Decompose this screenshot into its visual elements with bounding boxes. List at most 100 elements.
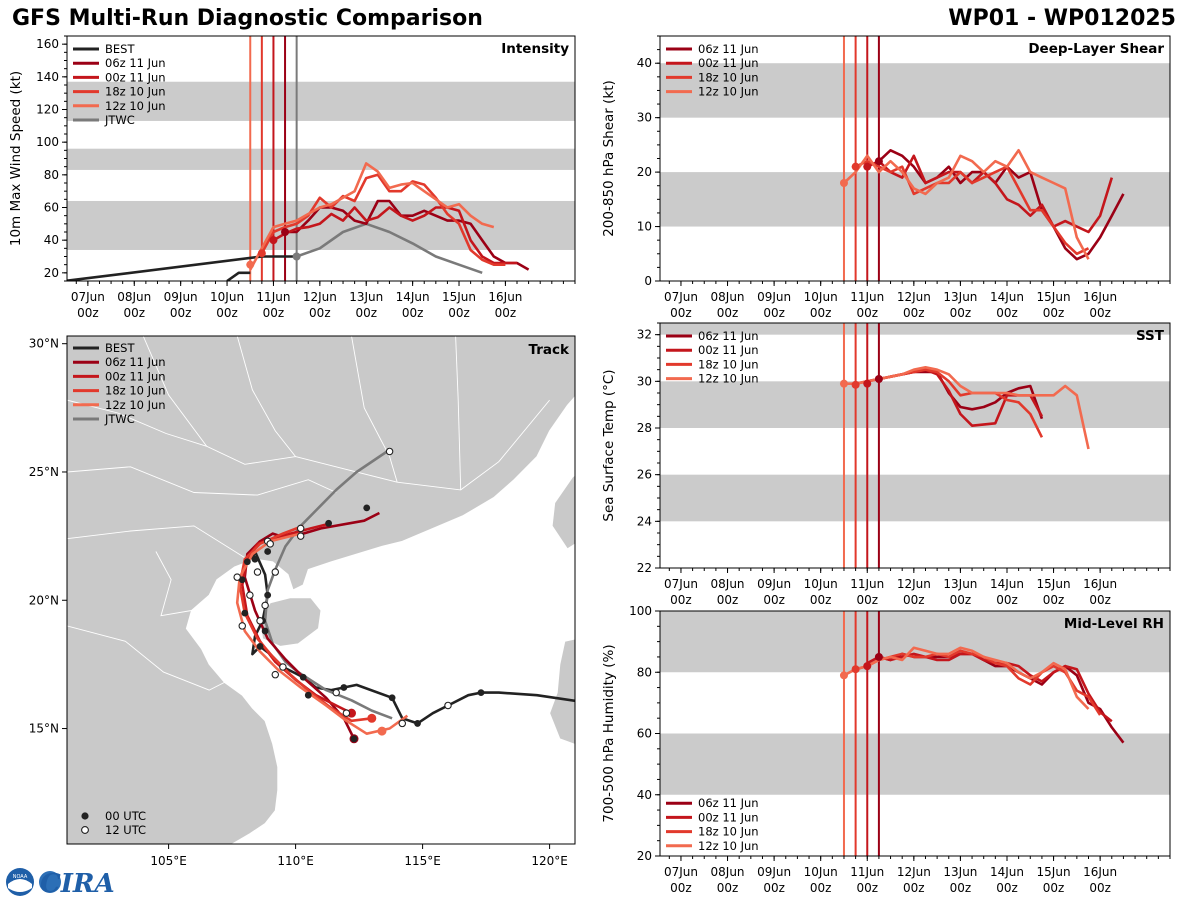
province-border (351, 336, 398, 483)
province-border (67, 399, 207, 447)
sst-xtick-hour: 00z (903, 593, 925, 607)
sst-frame (659, 322, 1171, 569)
sst-xtick-day: 15Jun (1037, 577, 1071, 591)
intensity-marker-12z-10-jun (246, 260, 255, 269)
track-point-12utc (246, 591, 254, 599)
sst-xtick-hour: 00z (996, 593, 1018, 607)
shear-legend-label-00z-11-jun: 00z 11 Jun (698, 56, 759, 70)
sst-xtick-day: 14Jun (990, 577, 1024, 591)
rh-xtick-day: 15Jun (1037, 865, 1071, 879)
sst-legend-label-00z-11-jun: 00z 11 Jun (698, 343, 759, 357)
rh-legend-label-12z-10-jun: 12z 10 Jun (698, 839, 759, 853)
rh-plot-area (660, 611, 1170, 856)
intensity-series-best-early (226, 271, 251, 281)
track-point-00utc (261, 627, 269, 635)
intensity-xtick-day: 08Jun (117, 290, 151, 304)
shear-ytick-label: 10 (637, 220, 652, 234)
intensity-ylabel: 10m Max Wind Speed (kt) (8, 71, 24, 246)
shear-xtick-day: 12Jun (897, 290, 931, 304)
sst-plot-area (660, 323, 1170, 568)
track-point-00utc (251, 555, 259, 563)
shear-panel: 0 10 20 30 40 07Jun 00z 08Jun 00z 09Jun 00z 10Jun 00… (601, 35, 1171, 320)
shear-xtick-hour: 00z (810, 306, 832, 320)
intensity-xtick-day: 11Jun (256, 290, 290, 304)
rh-legend-label-00z-11-jun: 00z 11 Jun (698, 810, 759, 824)
shear-legend-label-18z-10-jun: 18z 10 Jun (698, 70, 759, 84)
shear-legend-label-06z-11-jun: 06z 11 Jun (698, 42, 759, 56)
province-border (67, 625, 225, 691)
shear-xtick-hour: 00z (903, 306, 925, 320)
sst-marker-12z-10-jun (839, 379, 848, 388)
track-ytick-label: 15°N (29, 722, 59, 736)
track-point-00utc (304, 691, 312, 699)
sst-xtick-day: 11Jun (850, 577, 884, 591)
track-legend-label-12z-10-jun: 12z 10 Jun (105, 398, 166, 412)
track-point-12utc (238, 622, 247, 630)
track-point-12utc (342, 709, 351, 717)
track-point-00utc (363, 504, 371, 512)
track-point-00utc (264, 548, 272, 555)
cira-logo-text: CIRA (40, 869, 114, 898)
sst-xtick-hour: 00z (810, 593, 832, 607)
rh-legend-label-18z-10-jun: 18z 10 Jun (698, 825, 759, 839)
rh-marker-06z-11-jun (874, 652, 883, 661)
sst-xtick-hour: 00z (717, 593, 739, 607)
sst-xtick-hour: 00z (1043, 593, 1065, 607)
shear-series-00z-11-jun (866, 154, 1114, 234)
track-title: Track (529, 342, 570, 358)
rh-xtick-day: 14Jun (990, 865, 1024, 879)
track-map-area (67, 336, 575, 844)
shear-xtick-day: 16Jun (1083, 290, 1117, 304)
rh-xtick-day: 16Jun (1083, 865, 1117, 879)
rh-xtick-hour: 00z (763, 881, 785, 895)
shear-xtick-day: 11Jun (850, 290, 884, 304)
track-point-12utc (233, 573, 241, 581)
intensity-ytick-label: 160 (36, 37, 59, 51)
storm-id: WP01 - WP012025 (948, 6, 1176, 31)
track-legend-label-best: BEST (105, 341, 135, 355)
intensity-xtick-hour: 00z (77, 306, 99, 320)
intensity-title: Intensity (501, 41, 569, 57)
track-line-12z-10-jun (235, 532, 409, 736)
rh-xtick-day: 12Jun (897, 865, 931, 879)
track-xtick-label: 120°E (531, 854, 568, 868)
intensity-legend-label-best: BEST (105, 42, 135, 56)
sst-marker-06z-11-jun (874, 375, 883, 383)
track-point-12utc (332, 688, 340, 697)
intensity-panel: 20 40 60 80 100 120 140 160 07Jun 00z 08Jun 00z 09Ju… (8, 35, 576, 320)
rh-marker-18z-10-jun (851, 665, 860, 674)
sst-xtick-day: 13Jun (943, 577, 977, 591)
track-legend-label-00z-11-jun: 00z 11 Jun (105, 369, 166, 383)
intensity-series-06z-11-jun (285, 199, 530, 271)
intensity-legend-label-jtwc: JTWC (104, 113, 135, 127)
sst-xtick-day: 10Jun (804, 577, 838, 591)
track-point-12utc (444, 701, 452, 710)
intensity-plot-area (67, 36, 575, 281)
rh-ytick-label: 80 (637, 665, 652, 679)
intensity-xtick-day: 15Jun (442, 290, 476, 304)
rh-xtick-day: 11Jun (850, 865, 884, 879)
track-point-00utc (256, 643, 264, 650)
intensity-ytick-label: 140 (36, 70, 59, 84)
shear-xtick-day: 07Jun (664, 290, 698, 304)
sst-band (660, 323, 1170, 335)
shear-xtick-hour: 00z (763, 306, 785, 320)
shear-ylabel: 200-850 hPa Shear (kt) (601, 80, 617, 237)
taiwan-island (551, 474, 575, 550)
province-border (142, 336, 550, 491)
intensity-band (67, 148, 575, 170)
intensity-xtick-hour: 00z (402, 306, 424, 320)
shear-xtick-day: 08Jun (711, 290, 745, 304)
intensity-xtick-day: 09Jun (164, 290, 198, 304)
intensity-band (67, 81, 575, 121)
province-border (155, 551, 192, 617)
shear-band (660, 172, 1170, 227)
intensity-xtick-day: 13Jun (349, 290, 383, 304)
track-point-00utc (388, 694, 396, 702)
shear-marker-06z-11-jun (874, 157, 883, 166)
shear-series-12z-10-jun (843, 149, 1090, 260)
track-legend-label-jtwc: JTWC (104, 412, 135, 426)
intensity-marker-18z-10-jun (257, 249, 266, 258)
rh-xtick-hour: 00z (810, 881, 832, 895)
